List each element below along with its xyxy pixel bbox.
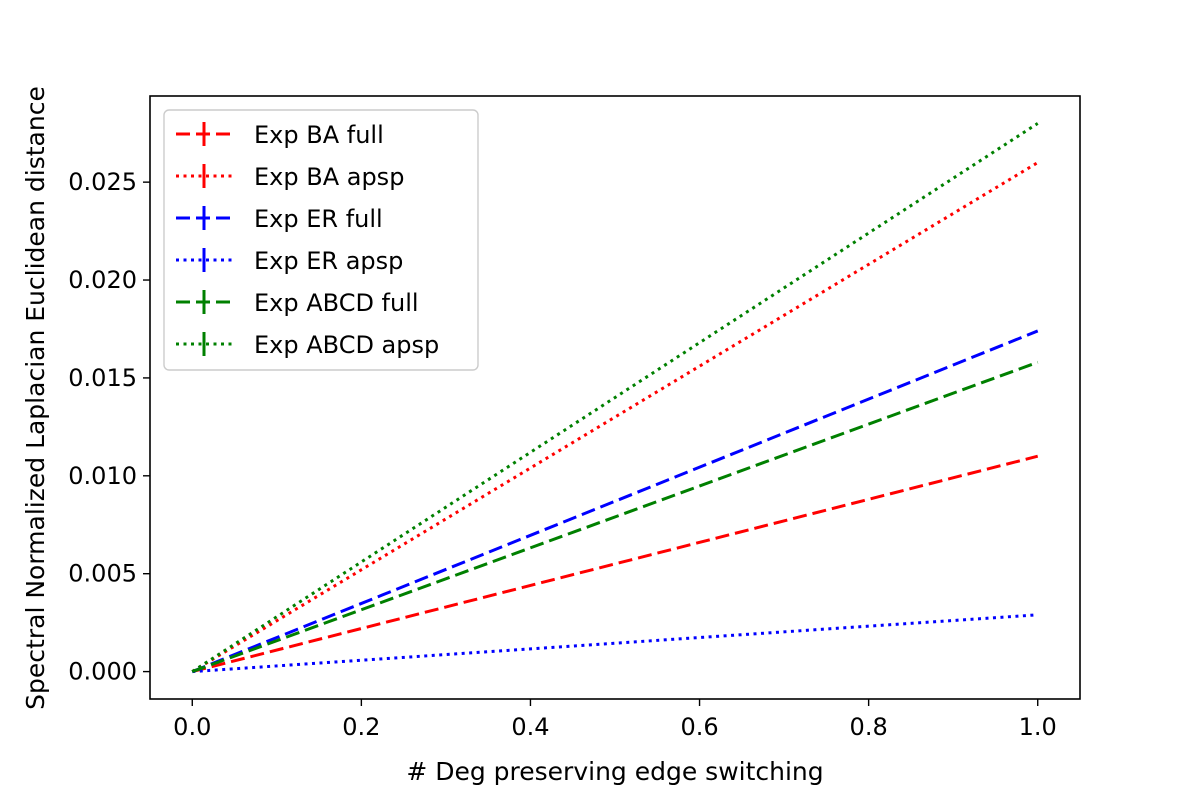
x-tick-label: 0.0 bbox=[173, 713, 211, 741]
series-line-exp-ba-full bbox=[191, 454, 1039, 674]
x-axis: 0.0 0.2 0.4 0.6 0.8 1.0 bbox=[173, 699, 1057, 741]
x-tick-label: 0.6 bbox=[680, 713, 718, 741]
y-tick-label: 0.010 bbox=[68, 462, 137, 490]
series-layer bbox=[191, 122, 1039, 674]
y-tick-label: 0.020 bbox=[68, 266, 137, 294]
x-tick-label: 1.0 bbox=[1019, 713, 1057, 741]
series-line-exp-er-apsp bbox=[192, 613, 1038, 674]
legend-entry-label: Exp ER apsp bbox=[254, 247, 403, 275]
plot-frame bbox=[149, 95, 1081, 700]
legend-box bbox=[163, 109, 479, 371]
y-tick-label: 0.005 bbox=[68, 560, 137, 588]
legend-entry-label: Exp BA apsp bbox=[254, 163, 404, 191]
y-tick-label: 0.000 bbox=[68, 658, 137, 686]
x-tick-label: 0.2 bbox=[342, 713, 380, 741]
x-tick-label: 0.4 bbox=[511, 713, 549, 741]
y-tick-label: 0.025 bbox=[68, 168, 137, 196]
y-tick-label: 0.015 bbox=[68, 364, 137, 392]
y-axis-label: Spectral Normalized Laplacian Euclidean … bbox=[21, 86, 50, 710]
legend-entry-label: Exp ABCD apsp bbox=[254, 331, 439, 359]
y-axis: 0.000 0.005 0.010 0.015 0.020 0.025 bbox=[68, 168, 150, 686]
legend: Exp BA full Exp BA apsp Exp ER full Exp ER … bbox=[163, 109, 479, 371]
x-axis-label: # Deg preserving edge switching bbox=[406, 757, 823, 786]
series-line-exp-abcd-full bbox=[191, 360, 1039, 673]
legend-entry-label: Exp BA full bbox=[254, 121, 384, 149]
series-line-exp-er-full bbox=[191, 329, 1039, 673]
legend-entry-label: Exp ABCD full bbox=[254, 289, 419, 317]
series-line-exp-abcd-apsp bbox=[191, 122, 1039, 673]
x-tick-label: 0.8 bbox=[850, 713, 888, 741]
legend-entry-label: Exp ER full bbox=[254, 205, 383, 233]
